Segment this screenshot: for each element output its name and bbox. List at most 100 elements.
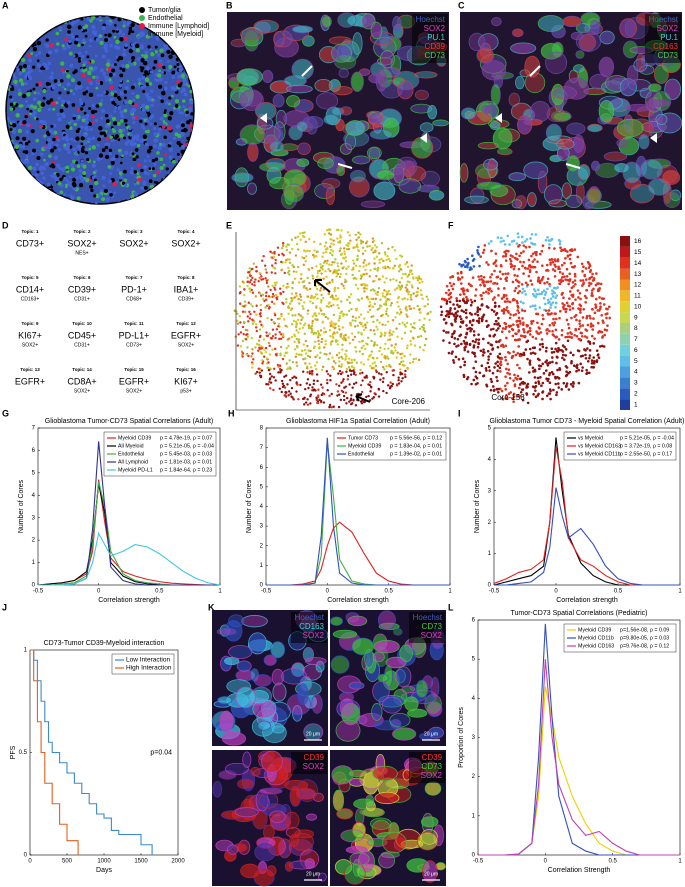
- cell: [103, 90, 107, 94]
- cell: [557, 279, 561, 282]
- cell: [122, 48, 126, 52]
- cell: [283, 183, 305, 203]
- cell: [84, 125, 89, 130]
- cell: [533, 304, 537, 308]
- cell: [114, 63, 117, 66]
- cell: [450, 323, 454, 327]
- cell: [548, 243, 551, 246]
- cell: [372, 329, 376, 332]
- cell: [381, 696, 403, 714]
- cell: [590, 324, 594, 327]
- cell: [245, 353, 248, 356]
- topic-title: Topic: 5: [22, 275, 39, 280]
- cell: [558, 316, 561, 320]
- cell: [273, 267, 277, 270]
- cell: [254, 295, 257, 298]
- legend-label: vs Myeloid CD11b: [578, 451, 621, 457]
- cell: [510, 327, 514, 331]
- y-tick-label: 8: [260, 426, 264, 432]
- cell: [132, 98, 136, 102]
- cell: [306, 312, 309, 316]
- cell: [344, 353, 347, 356]
- cell: [361, 352, 365, 356]
- cell: [33, 116, 37, 120]
- cell: [530, 254, 533, 258]
- cell: [388, 363, 391, 367]
- cell: [366, 310, 370, 314]
- cell: [149, 47, 152, 51]
- cell: [380, 373, 383, 376]
- cell: [22, 150, 26, 154]
- channel-label: SOX2: [303, 762, 325, 771]
- cell: [153, 144, 157, 149]
- cell: [264, 277, 267, 280]
- cell: [246, 329, 249, 332]
- cell: [357, 316, 361, 319]
- cell: [239, 89, 264, 111]
- cell: [393, 288, 397, 291]
- cell: [175, 57, 180, 62]
- cell: [23, 64, 28, 69]
- cell: [358, 68, 371, 76]
- cell: [148, 179, 153, 184]
- cell: [281, 357, 285, 361]
- cell: [522, 321, 525, 325]
- cell: [511, 255, 514, 258]
- cell: [333, 289, 336, 293]
- cell: [53, 79, 58, 83]
- panel-letter: I: [458, 408, 461, 418]
- legend-label: vs Myeloid: [578, 435, 603, 441]
- cell: [402, 360, 405, 363]
- cell: [107, 66, 111, 70]
- cell: [264, 294, 268, 298]
- cell: [279, 287, 282, 290]
- cell: [271, 328, 275, 331]
- cell: [280, 369, 283, 372]
- cell: [517, 235, 520, 239]
- cell: [447, 297, 451, 301]
- cell: [492, 389, 496, 392]
- cell: [378, 304, 382, 307]
- cell: [261, 750, 283, 773]
- cell: [216, 627, 237, 636]
- cell: [458, 277, 462, 281]
- cell: [335, 719, 361, 742]
- cell: [561, 291, 564, 295]
- cell: [334, 54, 357, 70]
- cell: [576, 289, 580, 292]
- cell: [113, 44, 119, 50]
- cell: [363, 400, 366, 404]
- topic-marker: SOX2+: [126, 388, 142, 394]
- cell: [313, 295, 317, 299]
- cell: [396, 297, 400, 300]
- cell: [569, 253, 572, 257]
- cell: [59, 177, 63, 182]
- cell: [306, 403, 310, 406]
- cell: [361, 325, 365, 328]
- cell: [595, 359, 599, 362]
- cell: [540, 249, 544, 253]
- cell: [83, 111, 87, 115]
- cell: [315, 265, 318, 268]
- cell: [244, 29, 260, 52]
- cell: [294, 829, 315, 839]
- scale-label: 20 μm: [306, 871, 320, 877]
- cell: [44, 162, 49, 167]
- cell: [372, 375, 375, 379]
- cell: [261, 259, 264, 262]
- cell: [521, 264, 524, 268]
- cell: [397, 80, 414, 100]
- cell: [12, 130, 17, 134]
- cell: [116, 121, 121, 126]
- cell: [517, 330, 520, 333]
- cell: [345, 248, 349, 251]
- cell: [241, 615, 268, 628]
- cell: [306, 813, 318, 821]
- cell: [341, 379, 345, 383]
- cell: [606, 324, 609, 327]
- cell: [142, 134, 148, 139]
- cell: [331, 278, 334, 282]
- cell: [496, 322, 500, 326]
- cell: [447, 315, 451, 319]
- cell: [519, 390, 523, 394]
